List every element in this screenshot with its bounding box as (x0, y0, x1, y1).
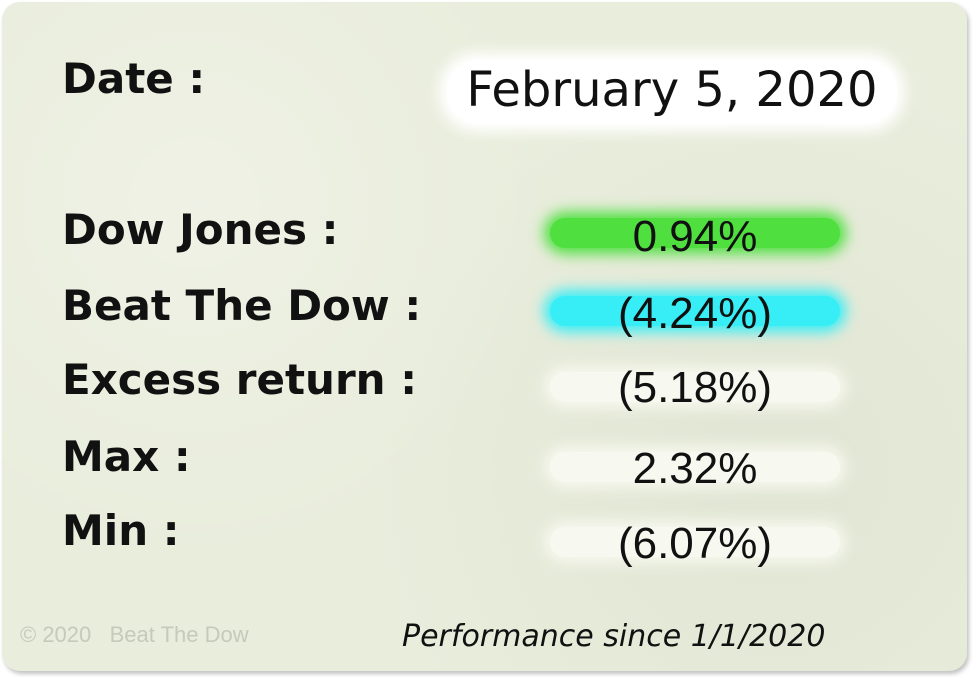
date-highlight (447, 60, 897, 124)
excess-return-value: (5.18%) (617, 363, 773, 412)
performance-note: Performance since 1/1/2020 (402, 619, 826, 654)
beat-the-dow-label: Beat The Dow : (62, 281, 422, 330)
excess-return-highlight (550, 372, 840, 402)
date-label: Date : (62, 54, 206, 103)
dow-jones-highlight (550, 218, 840, 248)
max-value: 2.32% (632, 444, 758, 493)
min-value: (6.07%) (617, 519, 773, 568)
beat-the-dow-value: (4.24%) (617, 289, 773, 338)
excess-return-label: Excess return : (62, 355, 417, 404)
dow-jones-value: 0.94% (632, 212, 758, 261)
min-highlight (550, 527, 840, 557)
max-label: Max : (62, 432, 191, 481)
date-value: February 5, 2020 (466, 62, 878, 118)
beat-the-dow-highlight (550, 296, 840, 326)
dow-jones-label: Dow Jones : (62, 205, 339, 254)
min-label: Min : (62, 506, 180, 555)
copyright-text: © 2020 Beat The Dow (20, 622, 249, 647)
max-highlight (550, 452, 840, 482)
